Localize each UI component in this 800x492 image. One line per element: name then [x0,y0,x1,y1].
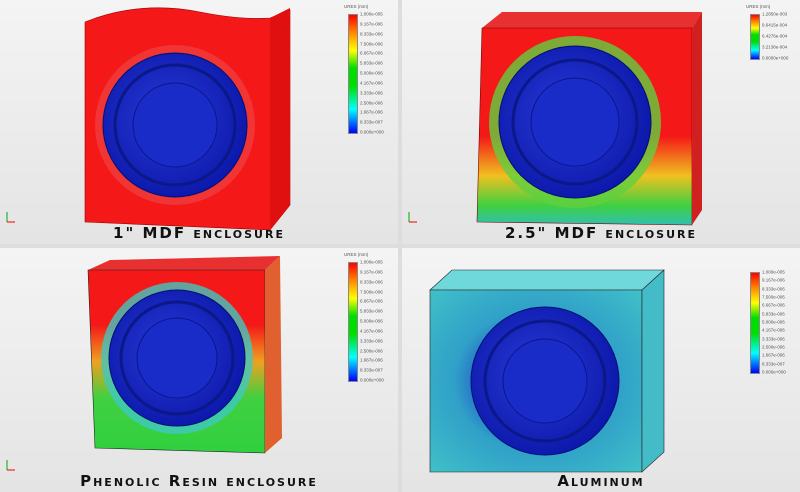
legend-tick-label: 3.333e-006 [762,336,785,342]
legend-tick-label: 7.500e-006 [762,294,785,300]
panel-aluminum: 1.000e-005 9.167e-006 8.333e-006 7.500e-006… [402,248,800,492]
color-legend: URES (mm) 1.2850e-003 9.6415e-004 6.4276e-0… [746,4,798,61]
legend-tick-label: 4.167e-006 [360,80,383,86]
legend-tick-label: 8.333e-007 [762,361,785,367]
legend-tick-label: 5.000e-006 [360,318,383,324]
axis-triad-icon [4,210,16,224]
legend-tick-label: 8.333e-006 [762,286,785,292]
legend-title: URES (mm) [344,252,369,257]
enclosure-model [87,256,282,454]
caption: 1" MDF enclosure [113,224,285,242]
legend-tick-label: 1.000e-005 [762,269,785,275]
enclosure-model [476,12,702,226]
legend-tick-label: 0.000e+000 [762,369,786,375]
legend-tick-label: 9.167e-006 [762,277,785,283]
legend-title: URES (mm) [746,4,771,9]
legend-tick-label: 7.500e-006 [360,41,383,46]
caption: Aluminum [557,472,645,490]
legend-tick-label: 2.500e-006 [360,100,383,105]
legend-color-bar [348,14,358,134]
legend-tick-label: 0.0000e+000 [762,55,789,61]
legend-tick-label: 1.000e-005 [360,11,383,17]
legend-tick-label: 5.000e-006 [360,70,383,76]
legend-tick-label: 1.667e-006 [360,109,383,115]
legend-tick-label: 5.833e-006 [762,311,785,317]
legend-tick-label: 4.167e-006 [762,327,785,333]
legend-tick-label: 6.4276e-004 [762,33,788,39]
color-legend: URES (mm) 1.000e-005 9.167e-006 8.333e-006 7… [344,252,396,383]
legend-color-bar [750,272,760,374]
legend-tick-label: 8.333e-006 [360,279,383,285]
legend-tick-label: 7.500e-006 [360,289,383,294]
enclosure-model [429,269,665,473]
legend-tick-label: 5.833e-006 [360,60,383,66]
color-legend: 1.000e-005 9.167e-006 8.333e-006 7.500e-006… [746,262,798,375]
panel-phenolic-resin: URES (mm) 1.000e-005 9.167e-006 8.333e-006 7… [0,248,398,492]
legend-tick-label: 6.667e-006 [360,50,383,56]
legend-tick-label: 6.667e-006 [360,298,383,304]
legend-tick-label: 1.667e-006 [762,352,785,358]
legend-tick-label: 9.6415e-004 [762,22,788,28]
panel-2-5in-mdf: URES (mm) 1.2850e-003 9.6415e-004 6.4276e-0… [402,0,800,244]
legend-color-bar [348,262,358,382]
legend-tick-label: 3.333e-006 [360,90,383,96]
legend-tick-label: 3.2138e-004 [762,44,788,50]
legend-tick-label: 9.167e-006 [360,269,383,275]
legend-tick-label: 0.000e+000 [360,129,384,135]
legend-tick-label: 0.000e+000 [360,377,384,383]
legend-tick-label: 9.167e-006 [360,21,383,27]
legend-tick-label: 6.667e-006 [762,302,785,308]
legend-tick-label: 2.500e-006 [762,344,785,350]
legend-tick-label: 8.333e-007 [360,119,383,125]
legend-tick-label: 5.000e-006 [762,319,785,325]
caption: 2.5" MDF enclosure [504,224,698,242]
color-legend: URES (mm) 1.000e-005 9.167e-006 8.333e-006 7… [344,4,396,135]
legend-tick-label: 5.833e-006 [360,308,383,314]
legend-color-bar [750,14,760,60]
legend-tick-label: 1.000e-005 [360,259,383,265]
caption: Phenolic Resin enclosure [80,472,318,490]
legend-tick-label: 1.667e-006 [360,357,383,363]
legend-tick-label: 3.333e-006 [360,338,383,344]
legend-tick-label: 8.333e-007 [360,367,383,373]
legend-tick-label: 4.167e-006 [360,328,383,334]
legend-tick-label: 2.500e-006 [360,348,383,353]
panel-1in-mdf: URES (mm) 1.000e-005 9.167e-006 8.333e-006 7… [0,0,398,244]
legend-tick-label: 1.2850e-003 [762,11,788,17]
axis-triad-icon [406,210,418,224]
legend-title: URES (mm) [344,4,369,9]
legend-tick-label: 8.333e-006 [360,31,383,37]
enclosure-model [84,7,291,231]
axis-triad-icon [4,458,16,472]
